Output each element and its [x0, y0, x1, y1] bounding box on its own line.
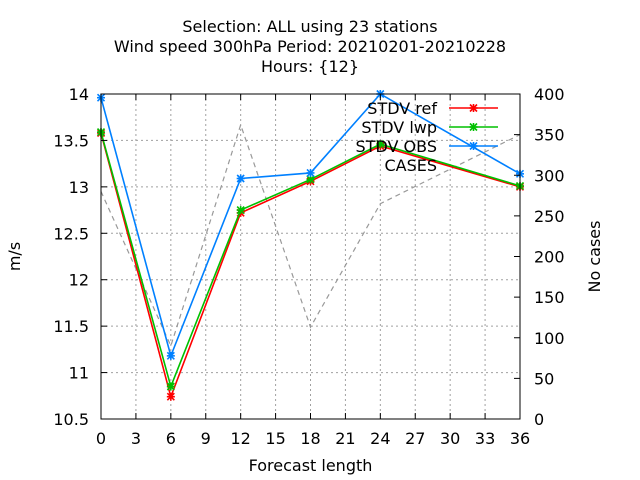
y-tick-label: 11: [69, 364, 89, 383]
legend-marker-stdv-lwp: [469, 122, 478, 132]
legend-marker-stdv-ref: [469, 103, 478, 113]
data-point-stdv-obs: [166, 351, 175, 360]
data-point-stdv-lwp: [376, 140, 385, 149]
x-tick-label: 15: [265, 429, 285, 448]
series-line-cases: [100, 122, 521, 348]
series-line-stdv-obs: [100, 92, 521, 359]
x-tick-label: 0: [96, 429, 106, 448]
data-point-stdv-ref: [166, 392, 175, 401]
series-layer: [96, 89, 525, 401]
legend-label-stdv-ref: STDV ref: [367, 99, 437, 118]
legend-label-cases: CASES: [384, 156, 437, 175]
x-tick-label: 6: [166, 429, 176, 448]
legend-label-stdv-obs: STDV OBS: [356, 137, 437, 156]
y2-axis-ticks: 0 50 100 150 200 250 300 350 400: [514, 85, 565, 429]
y2-tick-label: 250: [534, 207, 565, 226]
legend-label-stdv-lwp: STDV lwp: [361, 118, 437, 137]
y-axis-label: m/s: [5, 242, 24, 271]
data-point-stdv-lwp: [236, 206, 245, 215]
y2-tick-label: 400: [534, 85, 565, 104]
y-tick-label: 14: [69, 85, 89, 104]
y2-tick-label: 50: [534, 369, 554, 388]
x-tick-label: 27: [405, 429, 425, 448]
y2-tick-label: 300: [534, 166, 565, 185]
chart-title-line: Wind speed 300hPa Period: 20210201-20210…: [114, 37, 506, 56]
y2-tick-label: 150: [534, 288, 565, 307]
x-axis-label: Forecast length: [249, 456, 373, 475]
data-point-stdv-obs: [306, 168, 315, 177]
x-tick-label: 21: [335, 429, 355, 448]
y2-tick-label: 200: [534, 248, 565, 267]
data-point-stdv-obs: [236, 174, 245, 183]
legend-marker-stdv-obs: [469, 141, 478, 151]
x-tick-label: 36: [510, 429, 530, 448]
x-axis-ticks: 0 3 6 9 12 15 18 21 24 27 30 33 36: [96, 94, 530, 448]
chart-title-line: Selection: ALL using 23 stations: [182, 17, 437, 36]
y2-tick-label: 0: [534, 410, 544, 429]
x-tick-label: 30: [440, 429, 460, 448]
y-axis-ticks: 10.5 11 11.5 12 12.5 13 13.5 14: [53, 85, 107, 429]
y-tick-label: 13.5: [53, 131, 89, 150]
y-tick-label: 11.5: [53, 317, 89, 336]
y-tick-label: 12.5: [53, 224, 89, 243]
x-tick-label: 24: [370, 429, 390, 448]
chart-title-line: Hours: {12}: [261, 57, 359, 76]
y2-tick-label: 100: [534, 329, 565, 348]
y-tick-label: 10.5: [53, 410, 89, 429]
grid: [101, 94, 520, 419]
y2-tick-label: 350: [534, 126, 565, 145]
series-line-stdv-ref: [100, 132, 521, 400]
y-tick-label: 13: [69, 178, 89, 197]
x-tick-label: 33: [475, 429, 495, 448]
x-tick-label: 9: [201, 429, 211, 448]
x-tick-label: 12: [230, 429, 250, 448]
y2-axis-label: No cases: [585, 221, 604, 293]
x-tick-label: 18: [300, 429, 320, 448]
series-line-stdv-lwp: [100, 131, 521, 390]
y-tick-label: 12: [69, 271, 89, 290]
data-point-stdv-lwp: [166, 382, 175, 391]
x-tick-label: 3: [131, 429, 141, 448]
